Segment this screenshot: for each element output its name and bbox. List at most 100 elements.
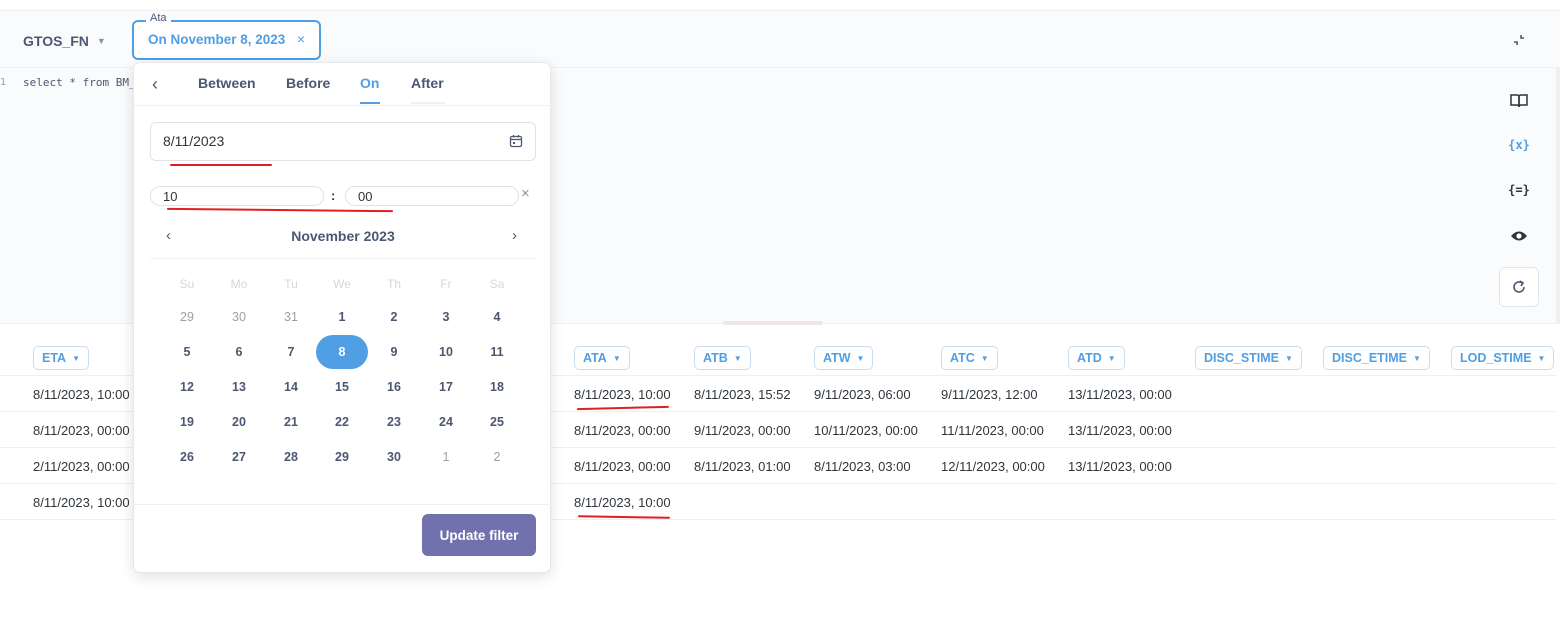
calendar-day[interactable]: 15 (335, 380, 349, 394)
calendar-day[interactable]: 6 (235, 345, 243, 359)
editor-scrollbar[interactable] (1556, 68, 1560, 324)
snippets-icon[interactable]: {=} (1508, 183, 1530, 197)
calendar-day[interactable]: 22 (335, 415, 349, 429)
refresh-button[interactable] (1499, 267, 1539, 307)
table-cell[interactable]: 2/11/2023, 00:00 (33, 459, 130, 474)
filter-mode-tabs: ‹ Between Before On After (134, 63, 552, 106)
calendar-day[interactable]: 29 (335, 450, 349, 464)
table-cell[interactable]: 8/11/2023, 00:00 (574, 423, 671, 438)
table-cell[interactable]: 13/11/2023, 00:00 (1068, 459, 1172, 474)
column-header-disc-stime[interactable]: DISC_STIME ▼ (1195, 346, 1302, 370)
calendar-day[interactable]: 12 (180, 380, 194, 394)
calendar-day[interactable]: 24 (439, 415, 453, 429)
table-cell[interactable]: 9/11/2023, 12:00 (941, 387, 1038, 402)
active-tab-indicator (360, 102, 380, 104)
table-cell[interactable]: 8/11/2023, 10:00 (574, 495, 671, 510)
calendar-day-selected[interactable]: 8 (316, 335, 368, 369)
clear-filter-icon[interactable]: × (296, 31, 305, 47)
column-header-disc-etime[interactable]: DISC_ETIME ▼ (1323, 346, 1430, 370)
column-header-eta[interactable]: ETA ▼ (33, 346, 89, 370)
calendar-day[interactable]: 26 (180, 450, 194, 464)
book-icon[interactable] (1508, 90, 1530, 112)
tab-between[interactable]: Between (198, 75, 256, 91)
chevron-down-icon: ▼ (1413, 353, 1421, 363)
calendar-day[interactable]: 5 (183, 345, 191, 359)
table-cell[interactable]: 8/11/2023, 03:00 (814, 459, 911, 474)
date-filter-popover: ‹ Between Before On After : × November 2… (133, 62, 552, 573)
back-icon[interactable]: ‹ (152, 74, 158, 94)
column-header-atd[interactable]: ATD ▼ (1068, 346, 1125, 370)
calendar-day[interactable]: 31 (284, 310, 298, 324)
calendar-day[interactable]: 14 (284, 380, 298, 394)
hour-input[interactable] (150, 186, 324, 206)
calendar-day[interactable]: 19 (180, 415, 194, 429)
tab-after[interactable]: After (411, 75, 444, 91)
table-cell[interactable]: 8/11/2023, 00:00 (574, 459, 671, 474)
update-filter-button[interactable]: Update filter (422, 514, 536, 556)
date-input[interactable] (150, 122, 536, 161)
preview-icon[interactable] (1508, 225, 1530, 247)
calendar-day[interactable]: 30 (232, 310, 246, 324)
calendar-day[interactable]: 18 (490, 380, 504, 394)
hour-field[interactable] (163, 189, 303, 204)
minute-input[interactable] (345, 186, 519, 206)
table-cell[interactable]: 8/11/2023, 00:00 (33, 423, 130, 438)
calendar-day[interactable]: 21 (284, 415, 298, 429)
calendar-day[interactable]: 17 (439, 380, 453, 394)
calendar-day[interactable]: 16 (387, 380, 401, 394)
table-cell[interactable]: 8/11/2023, 15:52 (694, 387, 791, 402)
column-header-ata[interactable]: ATA ▼ (574, 346, 630, 370)
filter-label: Ata (146, 12, 171, 24)
calendar-day[interactable]: 2 (390, 310, 398, 324)
table-cell[interactable]: 9/11/2023, 06:00 (814, 387, 911, 402)
next-month-icon[interactable]: › (512, 227, 517, 244)
calendar-day[interactable]: 2 (493, 450, 501, 464)
line-number: 1 (0, 77, 7, 88)
table-cell[interactable]: 8/11/2023, 01:00 (694, 459, 791, 474)
column-header-lod-stime[interactable]: LOD_STIME ▼ (1451, 346, 1555, 370)
calendar-day[interactable]: 23 (387, 415, 401, 429)
column-header-atw[interactable]: ATW ▼ (814, 346, 874, 370)
clear-time-icon[interactable]: × (521, 185, 530, 202)
sql-code[interactable]: select * from BM_ (23, 76, 136, 89)
table-cell[interactable]: 11/11/2023, 00:00 (941, 423, 1044, 438)
calendar-day[interactable]: 1 (442, 450, 450, 464)
calendar-day[interactable]: 27 (232, 450, 246, 464)
ata-filter-widget[interactable]: Ata On November 8, 2023 × (132, 12, 321, 60)
calendar-day[interactable]: 13 (232, 380, 246, 394)
table-cell[interactable]: 9/11/2023, 00:00 (694, 423, 791, 438)
calendar-day[interactable]: 3 (442, 310, 450, 324)
calendar-day[interactable]: 29 (180, 310, 194, 324)
tab-on[interactable]: On (360, 75, 380, 91)
prev-month-icon[interactable]: ‹ (166, 227, 171, 244)
minute-field[interactable] (358, 189, 498, 204)
resize-handle[interactable] (723, 321, 823, 325)
database-selector[interactable]: GTOS_FN ▼ (23, 33, 106, 49)
tab-before[interactable]: Before (286, 75, 331, 91)
variables-icon[interactable]: {x} (1508, 138, 1530, 152)
table-cell[interactable]: 12/11/2023, 00:00 (941, 459, 1045, 474)
table-cell[interactable]: 8/11/2023, 10:00 (574, 387, 671, 402)
calendar-day[interactable]: 25 (490, 415, 504, 429)
table-cell[interactable]: 13/11/2023, 00:00 (1068, 387, 1172, 402)
row-divider (0, 447, 1556, 448)
calendar-icon[interactable] (509, 134, 523, 148)
date-field[interactable] (163, 133, 463, 149)
calendar-day[interactable]: 7 (287, 345, 295, 359)
chevron-down-icon: ▼ (72, 353, 80, 363)
calendar-day[interactable]: 20 (232, 415, 246, 429)
calendar-day[interactable]: 28 (284, 450, 298, 464)
table-cell[interactable]: 13/11/2023, 00:00 (1068, 423, 1172, 438)
calendar-day[interactable]: 1 (338, 310, 346, 324)
calendar-day[interactable]: 10 (439, 345, 453, 359)
table-cell[interactable]: 8/11/2023, 10:00 (33, 387, 130, 402)
calendar-day[interactable]: 4 (493, 310, 501, 324)
column-header-atc[interactable]: ATC ▼ (941, 346, 998, 370)
column-header-atb[interactable]: ATB ▼ (694, 346, 751, 370)
calendar-day[interactable]: 11 (490, 345, 504, 359)
table-cell[interactable]: 10/11/2023, 00:00 (814, 423, 918, 438)
collapse-icon[interactable] (1510, 31, 1528, 49)
calendar-day[interactable]: 30 (387, 450, 401, 464)
table-cell[interactable]: 8/11/2023, 10:00 (33, 495, 130, 510)
calendar-day[interactable]: 9 (390, 345, 398, 359)
